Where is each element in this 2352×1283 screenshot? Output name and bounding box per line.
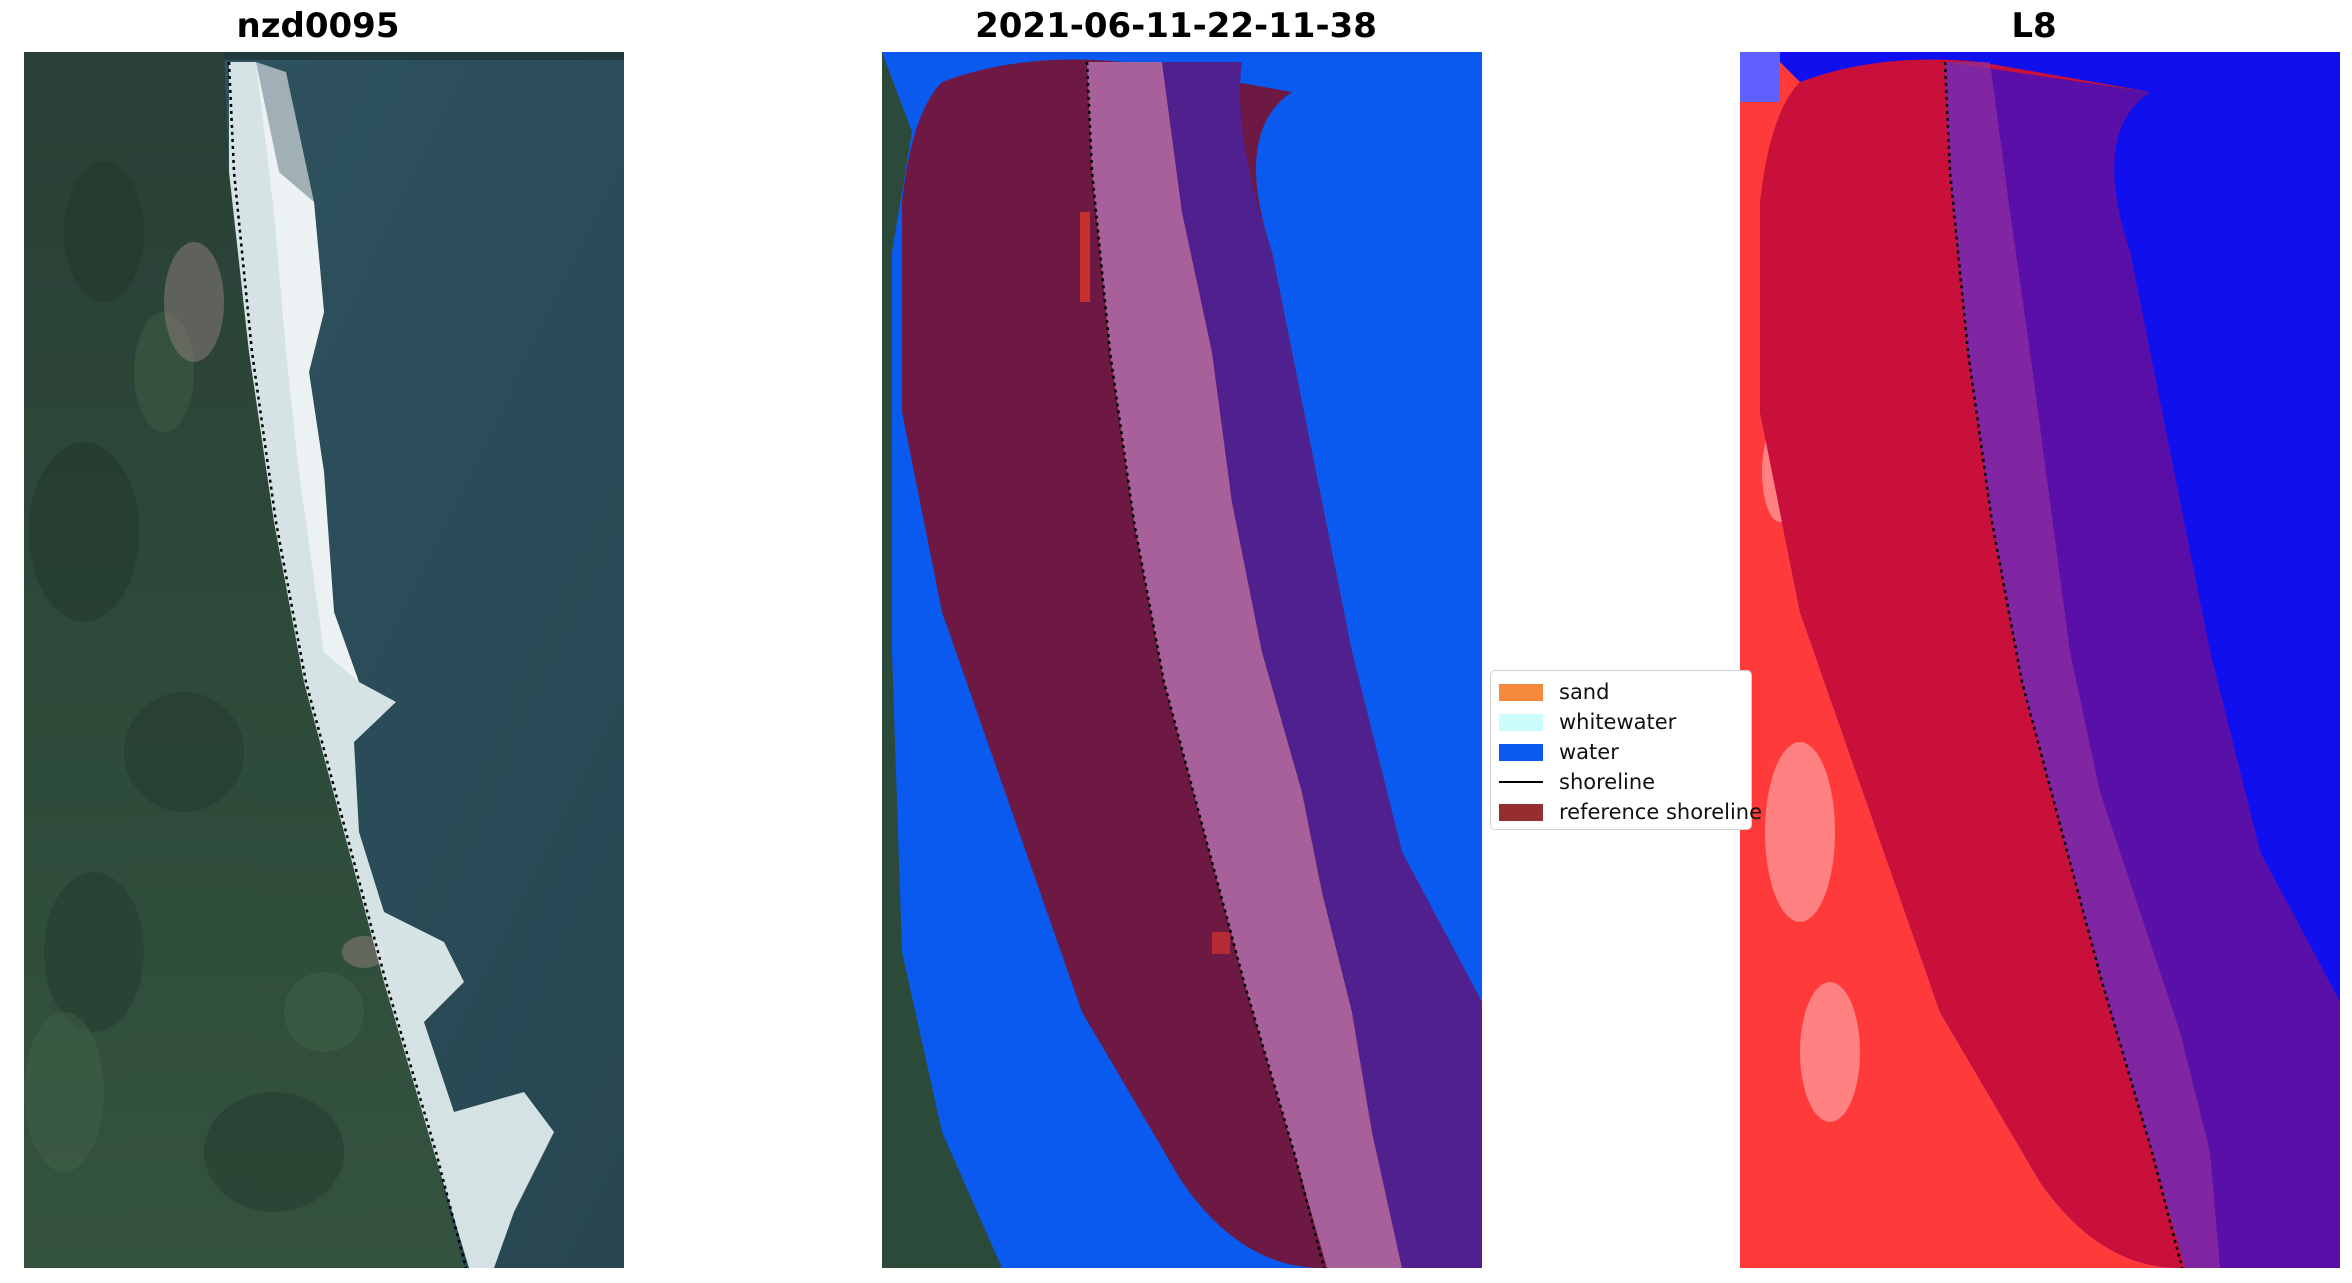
legend-item-water: water (1499, 737, 1751, 767)
sand-swatch (1499, 683, 1543, 701)
panel-title-classification: 2021-06-11-22-11-38 (975, 6, 1377, 46)
legend-label: reference shoreline (1559, 800, 1763, 824)
legend-item-whitewater: whitewater (1499, 707, 1751, 737)
legend-label: water (1559, 740, 1619, 764)
panel-title-rgb: nzd0095 (236, 6, 400, 46)
reference-shoreline-swatch (1499, 803, 1543, 821)
panel-title-index: L8 (2011, 6, 2057, 46)
legend-label: sand (1559, 680, 1610, 704)
classification-panel (882, 52, 1482, 1268)
legend-item-shoreline: shoreline (1499, 767, 1751, 797)
legend: sand whitewater water shoreline referenc… (1490, 670, 1762, 830)
legend-label: shoreline (1559, 770, 1656, 794)
shoreline-swatch (1499, 781, 1543, 783)
legend-item-reference-shoreline: reference shoreline (1499, 797, 1762, 827)
water-swatch (1499, 743, 1543, 761)
whitewater-swatch (1499, 713, 1543, 731)
rgb-image-panel (24, 52, 624, 1268)
index-panel (1740, 52, 2340, 1268)
legend-item-sand: sand (1499, 677, 1751, 707)
legend-label: whitewater (1559, 710, 1677, 734)
